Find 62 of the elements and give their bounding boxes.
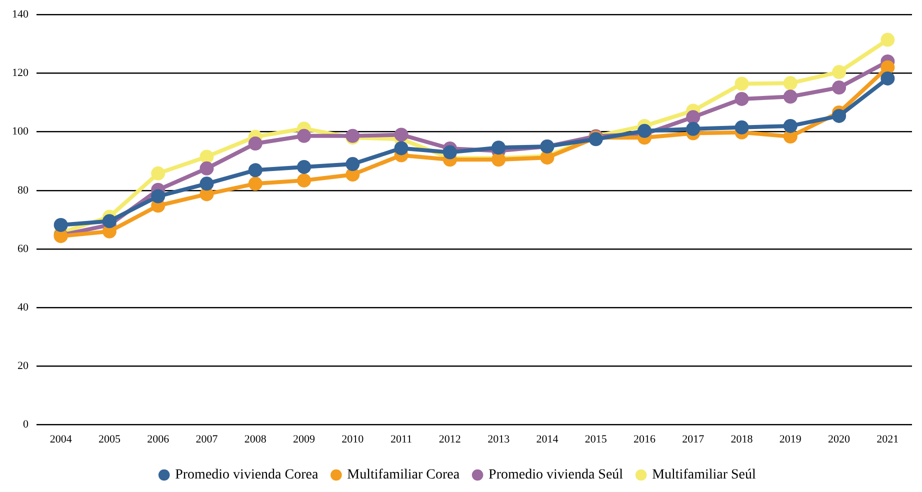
point	[151, 166, 166, 180]
y-tick-label: 120	[12, 67, 29, 80]
point	[734, 120, 749, 134]
point	[297, 160, 312, 174]
x-tick-label: 2014	[536, 433, 559, 446]
point	[442, 145, 457, 160]
point	[637, 124, 652, 138]
y-tick-label: 40	[18, 301, 29, 314]
x-tick-label: 2016	[633, 433, 656, 446]
point	[832, 108, 846, 123]
x-tick-label: 2006	[147, 433, 170, 446]
y-tick-label: 60	[18, 242, 29, 255]
x-tick-label: 2015	[584, 433, 608, 446]
point	[151, 189, 166, 204]
legend-label: Promedio vivienda Corea	[175, 468, 319, 483]
point	[346, 157, 360, 172]
point	[492, 140, 506, 155]
point	[686, 122, 700, 136]
x-tick-label: 2011	[390, 433, 412, 446]
point	[832, 65, 846, 80]
x-tick-label: 2010	[342, 433, 364, 446]
point	[394, 128, 408, 142]
point	[248, 136, 262, 151]
x-tick-label: 2005	[98, 433, 121, 446]
point	[200, 150, 214, 164]
point	[200, 161, 214, 176]
point	[686, 110, 700, 124]
point	[102, 214, 116, 228]
point	[297, 128, 312, 143]
y-tick-label: 100	[12, 126, 29, 138]
x-tick-label: 2013	[488, 433, 510, 446]
x-tick-label: 2018	[730, 433, 754, 446]
y-tick-label: 20	[18, 360, 29, 372]
point	[832, 80, 846, 95]
x-tick-label: 2017	[682, 433, 705, 446]
x-tick-label: 2020	[828, 433, 851, 446]
x-tick-label: 2004	[50, 433, 72, 446]
point	[297, 173, 312, 188]
y-tick-label: 80	[18, 184, 29, 196]
point	[783, 76, 798, 90]
x-tick-label: 2021	[876, 433, 899, 446]
point	[394, 141, 408, 156]
point	[734, 76, 749, 91]
x-tick-label: 2009	[293, 433, 316, 446]
legend-label: Promedio vivienda Seúl	[488, 468, 624, 483]
y-tick-label: 0	[23, 418, 29, 431]
legend-label: Multifamiliar Seúl	[652, 468, 756, 483]
point	[880, 71, 895, 86]
point	[248, 163, 262, 178]
x-tick-label: 2007	[196, 433, 218, 446]
point	[248, 176, 262, 191]
point	[734, 92, 749, 106]
point	[54, 218, 68, 232]
point	[200, 176, 214, 191]
x-tick-label: 2012	[438, 433, 461, 446]
legend-label: Multifamiliar Corea	[347, 468, 460, 483]
point	[783, 90, 798, 104]
point	[880, 32, 895, 47]
y-tick-label: 140	[12, 8, 29, 20]
x-tick-label: 2008	[244, 433, 267, 446]
point	[783, 118, 798, 133]
x-tick-label: 2019	[779, 433, 802, 446]
